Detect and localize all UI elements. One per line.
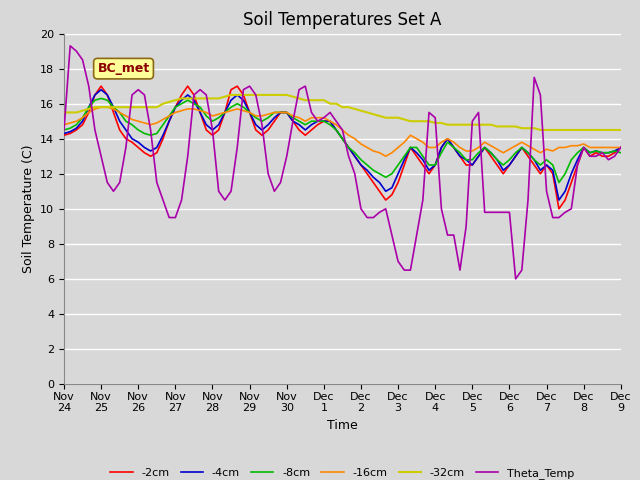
Line: Theta_Temp: Theta_Temp	[64, 46, 621, 279]
-16cm	[97, 104, 105, 110]
-32cm	[190, 96, 198, 101]
-16cm	[543, 146, 550, 152]
Text: BC_met: BC_met	[97, 62, 150, 75]
-8cm	[611, 148, 618, 154]
-8cm	[555, 180, 563, 185]
-32cm	[128, 104, 136, 110]
-4cm	[60, 131, 68, 136]
Line: -2cm: -2cm	[64, 86, 621, 209]
Theta_Temp	[196, 87, 204, 93]
-8cm	[60, 127, 68, 133]
Line: -16cm: -16cm	[64, 107, 621, 156]
-2cm	[134, 144, 142, 150]
-16cm	[196, 108, 204, 114]
-8cm	[388, 171, 396, 177]
-32cm	[611, 127, 618, 133]
-4cm	[97, 87, 105, 93]
-2cm	[196, 109, 204, 115]
-16cm	[60, 122, 68, 128]
-2cm	[611, 150, 618, 156]
-4cm	[388, 185, 396, 191]
-2cm	[97, 84, 105, 89]
-2cm	[555, 206, 563, 212]
-16cm	[394, 144, 402, 150]
Line: -8cm: -8cm	[64, 98, 621, 182]
Theta_Temp	[512, 276, 520, 282]
-32cm	[543, 127, 550, 133]
Theta_Temp	[134, 87, 142, 93]
-4cm	[555, 197, 563, 203]
-4cm	[196, 109, 204, 115]
Theta_Temp	[67, 43, 74, 49]
-2cm	[388, 192, 396, 198]
Theta_Temp	[388, 232, 396, 238]
-32cm	[536, 127, 544, 133]
-16cm	[611, 144, 618, 150]
-16cm	[134, 118, 142, 124]
Theta_Temp	[611, 154, 618, 159]
-32cm	[617, 127, 625, 133]
-8cm	[209, 118, 216, 124]
-16cm	[617, 144, 625, 150]
-32cm	[227, 92, 235, 98]
-8cm	[134, 127, 142, 133]
Line: -32cm: -32cm	[64, 95, 621, 130]
Theta_Temp	[543, 188, 550, 194]
-32cm	[202, 96, 210, 101]
-8cm	[97, 96, 105, 101]
Legend: -2cm, -4cm, -8cm, -16cm, -32cm, Theta_Temp: -2cm, -4cm, -8cm, -16cm, -32cm, Theta_Te…	[106, 464, 579, 480]
-8cm	[617, 150, 625, 156]
Theta_Temp	[209, 127, 216, 133]
Theta_Temp	[60, 127, 68, 133]
-2cm	[60, 132, 68, 138]
-16cm	[382, 154, 390, 159]
Line: -4cm: -4cm	[64, 90, 621, 200]
X-axis label: Time: Time	[327, 419, 358, 432]
Theta_Temp	[617, 144, 625, 150]
-2cm	[209, 132, 216, 138]
-4cm	[611, 148, 618, 154]
Y-axis label: Soil Temperature (C): Soil Temperature (C)	[22, 144, 35, 273]
-16cm	[209, 113, 216, 119]
-32cm	[60, 109, 68, 115]
-8cm	[196, 104, 204, 110]
-2cm	[617, 144, 625, 150]
-8cm	[536, 162, 544, 168]
-32cm	[388, 115, 396, 120]
-4cm	[617, 144, 625, 150]
-2cm	[536, 171, 544, 177]
Title: Soil Temperatures Set A: Soil Temperatures Set A	[243, 11, 442, 29]
-4cm	[209, 127, 216, 133]
-4cm	[134, 139, 142, 145]
-4cm	[536, 168, 544, 173]
